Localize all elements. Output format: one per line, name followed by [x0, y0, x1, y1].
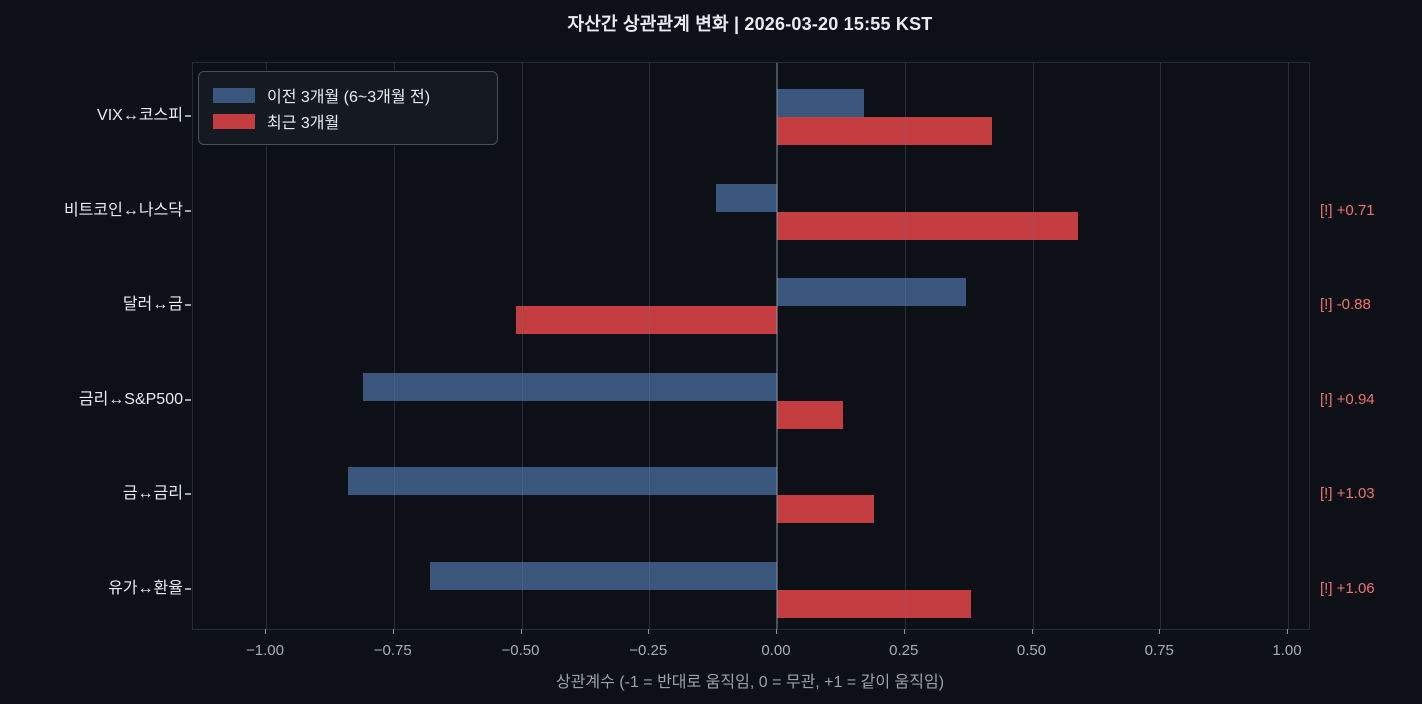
y-tick-mark: [185, 493, 191, 495]
legend: 이전 3개월 (6~3개월 전) 최근 3개월: [198, 71, 498, 145]
x-tick-mark: [392, 629, 394, 634]
x-tick-mark: [776, 629, 777, 634]
y-tick-mark: [185, 209, 191, 212]
change-alert-annotation: [!] +1.03: [1320, 485, 1375, 502]
gridline: [1160, 63, 1162, 629]
y-tick-mark: [185, 398, 191, 401]
gridline: [649, 63, 651, 629]
legend-item-recent-3-months: 최근 3개월: [213, 108, 483, 134]
change-alert-annotation: [!] +0.71: [1320, 201, 1375, 219]
x-tick-label: −1.00: [246, 642, 284, 659]
plot-area: [192, 62, 1310, 630]
bar-recent-3m: [516, 306, 777, 334]
x-tick-label: 0.00: [761, 642, 791, 659]
zero-line: [776, 63, 778, 629]
x-tick-label: 0.75: [1144, 642, 1174, 659]
legend-item-previous-3-months: 이전 3개월 (6~3개월 전): [213, 82, 483, 108]
legend-swatch-recent-icon: [213, 113, 255, 129]
x-tick-label: −0.50: [501, 642, 540, 659]
x-tick-label: −0.75: [373, 642, 412, 659]
change-alert-annotation: [!] +1.06: [1320, 579, 1375, 597]
gridline: [904, 63, 906, 629]
x-tick-mark: [903, 629, 905, 634]
gridline: [1032, 63, 1034, 629]
x-tick-mark: [520, 629, 522, 634]
y-tick-mark: [185, 115, 191, 117]
x-tick-mark: [265, 629, 266, 634]
legend-label-recent: 최근 3개월: [267, 115, 340, 132]
x-axis-label: 상관계수 (-1 = 반대로 움직임, 0 = 무관, +1 = 같이 움직임): [555, 674, 945, 691]
y-tick-mark: [185, 304, 191, 306]
category-label: 금↔금리: [122, 485, 183, 502]
bar-previous-3m: [429, 561, 777, 590]
x-tick-mark: [1159, 629, 1161, 634]
category-label: 금리↔S&P500: [78, 390, 183, 408]
x-tick-mark: [1031, 629, 1033, 634]
x-tick-mark: [648, 629, 650, 634]
category-label: 유가↔환율: [108, 579, 183, 597]
gridline: [521, 63, 523, 629]
legend-swatch-previous-icon: [213, 87, 255, 103]
x-tick-label: 1.00: [1272, 642, 1302, 659]
bar-previous-3m: [777, 89, 864, 117]
legend-label-previous: 이전 3개월 (6~3개월 전): [267, 89, 431, 106]
x-tick-label: 0.25: [889, 642, 919, 659]
gridline: [266, 63, 267, 629]
category-label: VIX↔코스피: [97, 107, 183, 124]
bar-previous-3m: [777, 278, 967, 306]
gridline: [393, 63, 395, 629]
chart-title: 자산간 상관관계 변화 | 2026-03-20 15:55 KST: [567, 14, 933, 34]
bar-recent-3m: [777, 495, 875, 523]
bar-previous-3m: [363, 372, 777, 401]
category-label: 비트코인↔나스닥: [63, 201, 183, 219]
bar-recent-3m: [777, 117, 992, 145]
change-alert-annotation: [!] -0.88: [1320, 296, 1371, 313]
x-tick-label: 0.50: [1016, 642, 1047, 659]
bar-recent-3m: [777, 211, 1079, 240]
bar-recent-3m: [777, 589, 972, 618]
change-alert-annotation: [!] +0.94: [1320, 390, 1375, 408]
bar-previous-3m: [715, 183, 777, 212]
gridline: [1288, 63, 1289, 629]
x-tick-mark: [1287, 629, 1288, 634]
x-tick-label: −0.25: [629, 642, 668, 659]
bar-recent-3m: [777, 400, 844, 429]
bar-previous-3m: [347, 467, 777, 495]
y-tick-mark: [185, 587, 191, 590]
category-label: 달러↔금: [122, 296, 183, 313]
